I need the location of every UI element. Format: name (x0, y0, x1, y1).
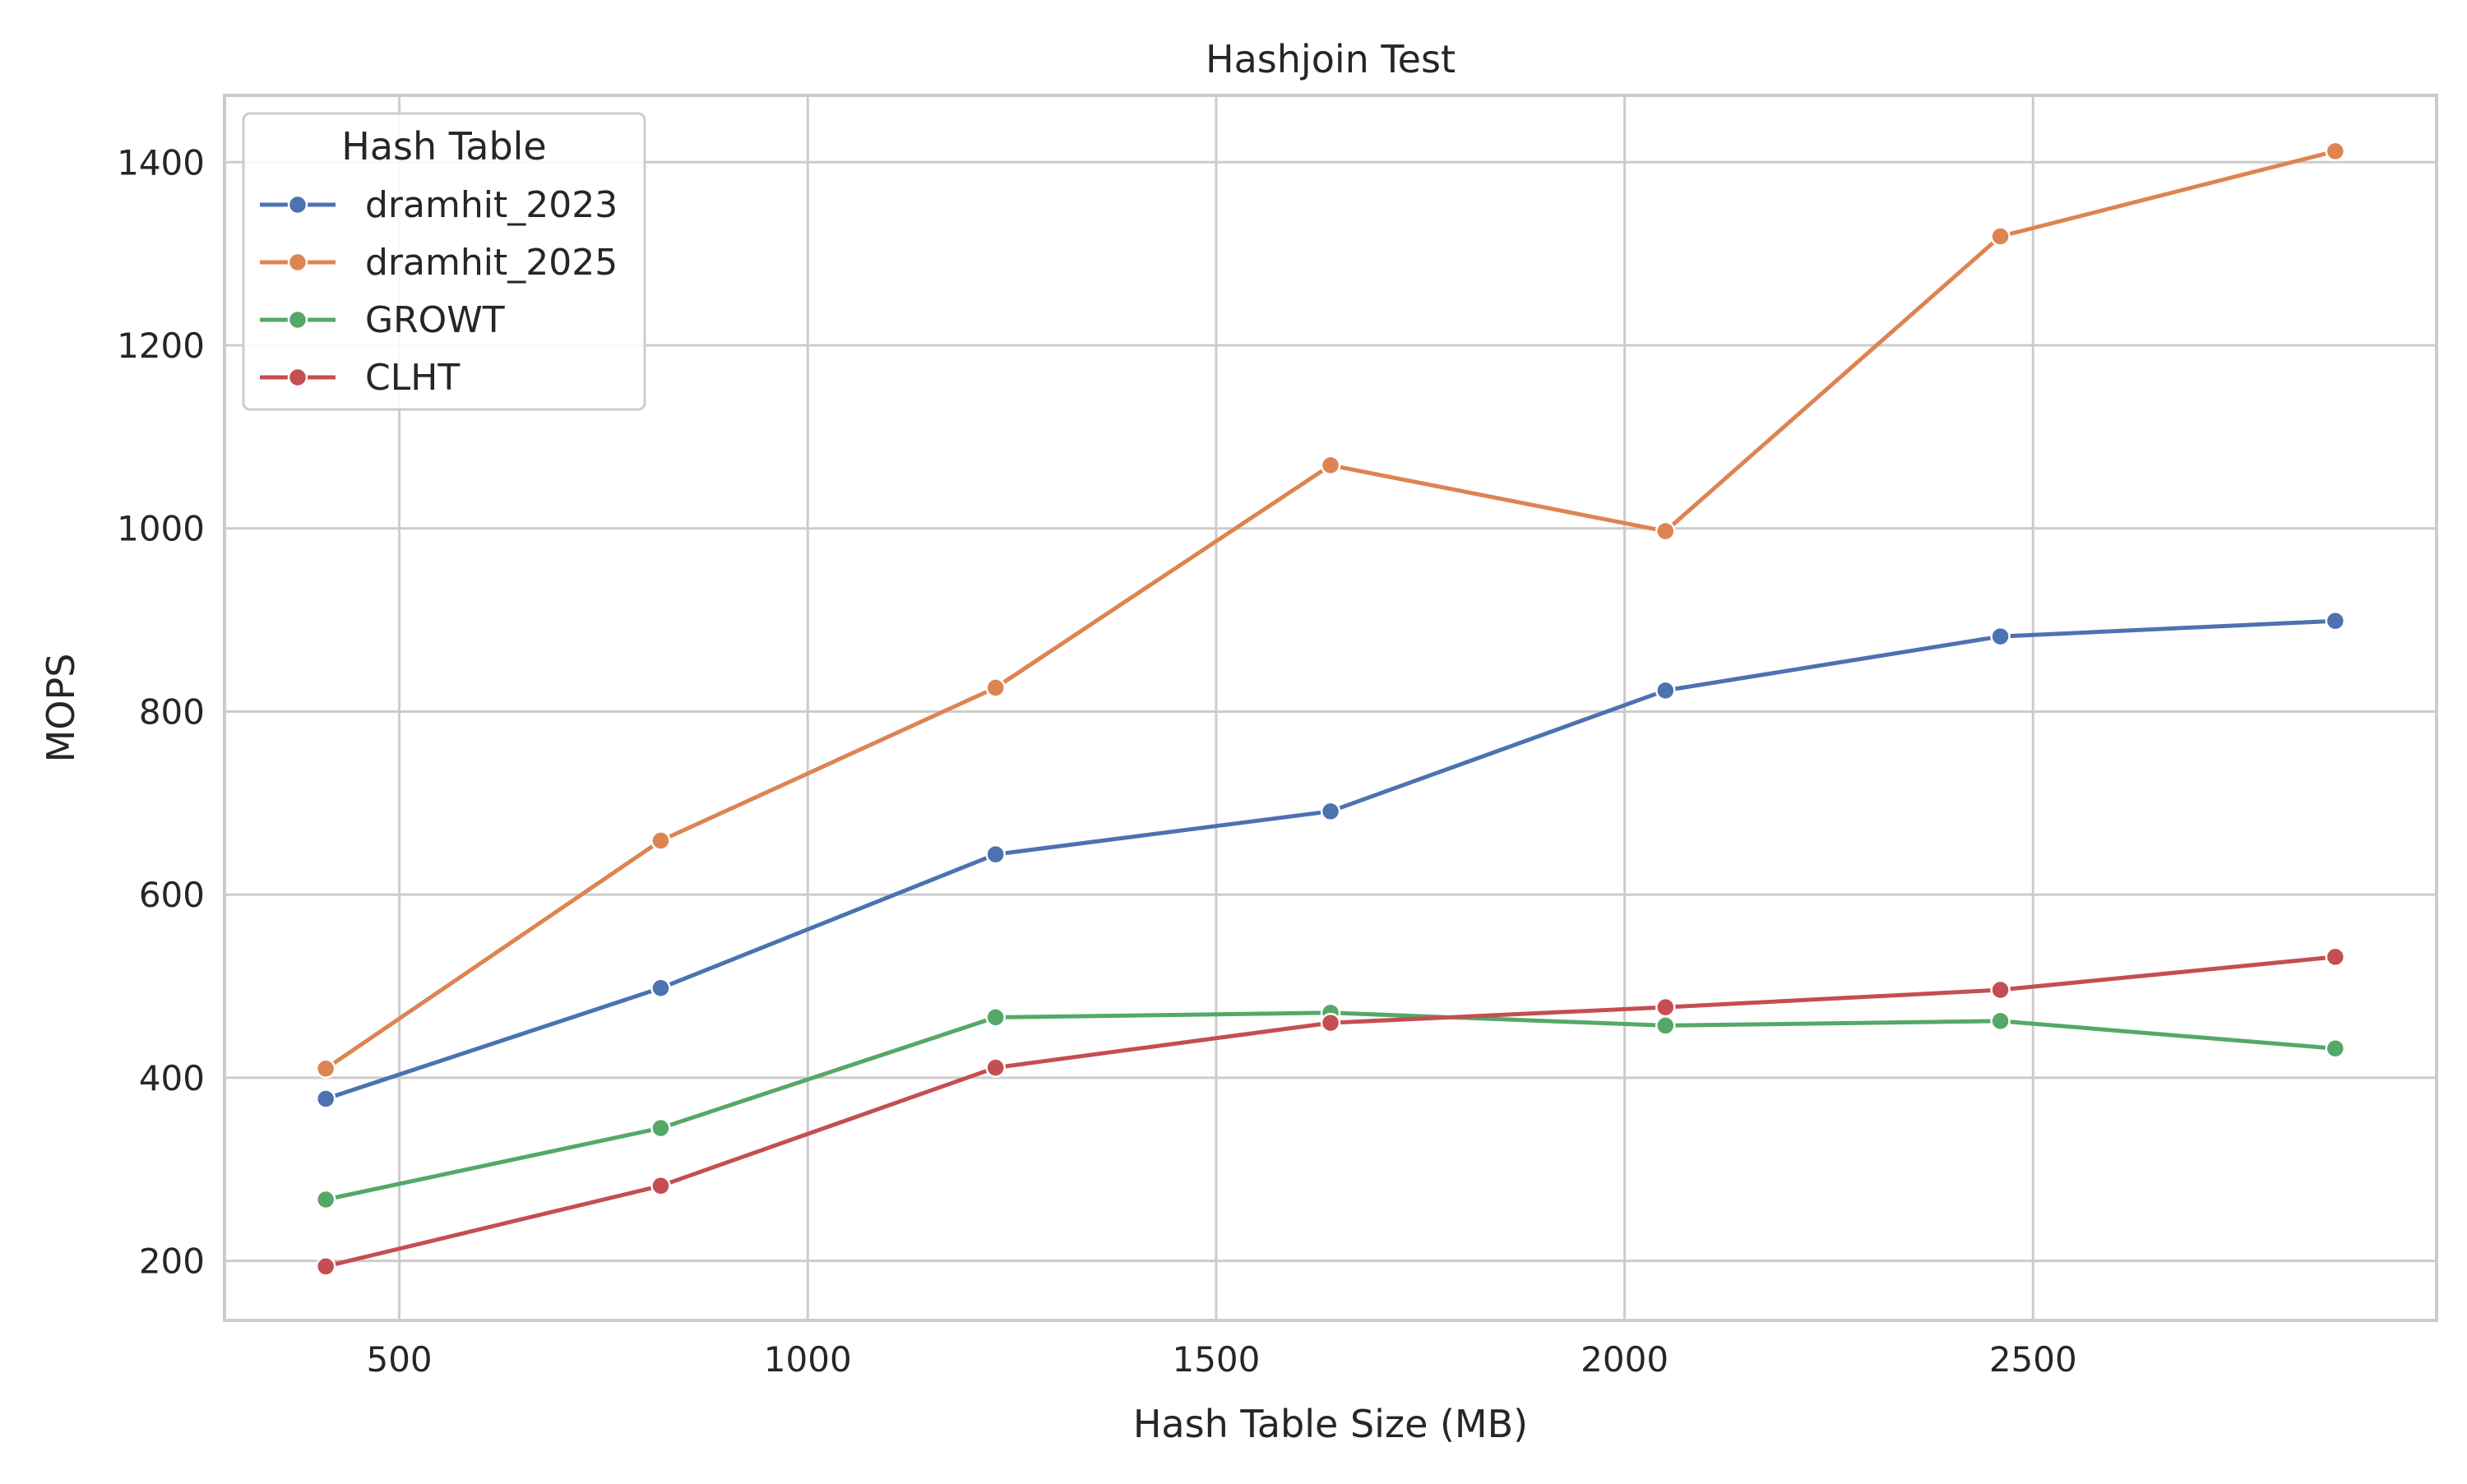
series-growt (315, 1002, 2346, 1210)
x-axis-label: Hash Table Size (MB) (1133, 1402, 1528, 1446)
x-tick-label: 2000 (1581, 1339, 1669, 1380)
data-point-dramhit-2023 (315, 1089, 336, 1109)
data-point-clht (315, 1256, 336, 1277)
data-point-dramhit-2023 (650, 978, 671, 999)
y-tick-label: 800 (139, 691, 205, 732)
legend-item-dramhit-2023: dramhit_2023 (260, 184, 618, 226)
legend-label: CLHT (365, 357, 460, 399)
data-point-dramhit-2023 (2325, 610, 2346, 631)
data-point-growt (315, 1189, 336, 1210)
data-point-dramhit-2025 (315, 1058, 336, 1079)
data-point-dramhit-2025 (1990, 226, 2011, 247)
data-point-dramhit-2025 (985, 677, 1006, 698)
data-point-dramhit-2023 (985, 844, 1006, 865)
y-tick-label: 1200 (117, 326, 205, 366)
y-axis-label: MOPS (39, 654, 83, 763)
data-point-clht (985, 1057, 1006, 1078)
x-tick-label: 1000 (764, 1339, 852, 1380)
legend-swatch-marker (287, 309, 308, 331)
series-dramhit-2023 (315, 610, 2346, 1109)
data-point-dramhit-2025 (1655, 520, 1676, 542)
legend: Hash Table dramhit_2023 dramhit_2025 GROWT… (242, 112, 646, 411)
data-point-growt (1990, 1010, 2011, 1032)
legend-title: Hash Table (341, 124, 546, 169)
legend-label: GROWT (365, 299, 505, 341)
data-point-dramhit-2025 (2325, 141, 2346, 162)
y-tick-label: 400 (139, 1058, 205, 1098)
data-point-growt (2325, 1038, 2346, 1059)
legend-swatch-marker (287, 252, 308, 273)
data-point-growt (650, 1117, 671, 1139)
plot-frame (223, 94, 2438, 1322)
y-axis-ticks: 200 400 600 800 1000 1200 1400 (117, 142, 205, 1281)
legend-label: dramhit_2025 (365, 242, 618, 284)
series-layer (315, 141, 2346, 1277)
x-tick-label: 1500 (1172, 1339, 1260, 1380)
data-point-clht (650, 1176, 671, 1196)
data-point-clht (1655, 996, 1676, 1018)
data-point-dramhit-2023 (1990, 626, 2011, 647)
legend-label: dramhit_2023 (365, 184, 618, 226)
y-tick-label: 1400 (117, 142, 205, 183)
data-point-clht (1320, 1012, 1341, 1033)
data-point-dramhit-2025 (650, 830, 671, 851)
legend-item-growt: GROWT (260, 299, 505, 341)
y-tick-label: 200 (139, 1241, 205, 1282)
y-tick-label: 1000 (117, 509, 205, 549)
data-point-dramhit-2023 (1320, 801, 1341, 822)
data-point-dramhit-2023 (1655, 680, 1676, 701)
legend-swatch-marker (287, 367, 308, 388)
series-clht (315, 946, 2346, 1277)
legend-item-dramhit-2025: dramhit_2025 (260, 242, 618, 284)
chart-title: Hashjoin Test (1206, 37, 1456, 81)
legend-swatch-marker (287, 194, 308, 215)
y-tick-label: 600 (139, 875, 205, 915)
data-point-clht (2325, 946, 2346, 968)
x-tick-label: 2500 (1989, 1339, 2077, 1380)
x-axis-ticks: 500 1000 1500 2000 2500 (366, 1339, 2076, 1380)
legend-item-clht: CLHT (260, 357, 460, 399)
data-point-growt (1655, 1015, 1676, 1036)
series-dramhit-2025 (315, 141, 2346, 1079)
data-point-dramhit-2025 (1320, 455, 1341, 476)
data-point-growt (985, 1007, 1006, 1028)
x-tick-label: 500 (366, 1339, 432, 1380)
legend-box (242, 112, 646, 411)
data-point-clht (1990, 979, 2011, 1001)
